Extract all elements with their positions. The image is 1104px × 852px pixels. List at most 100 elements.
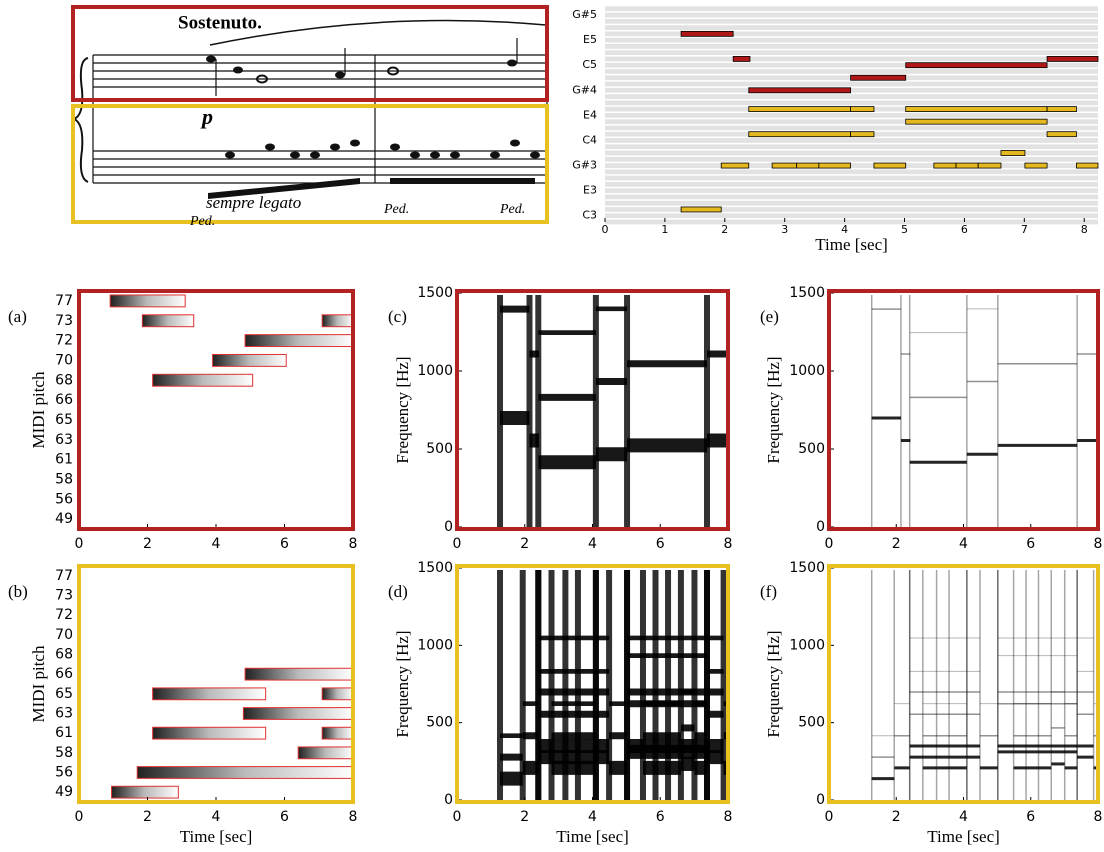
note bbox=[905, 106, 1048, 113]
y-tick-label: C3 bbox=[582, 209, 597, 222]
row-stripe bbox=[605, 69, 1098, 74]
y-tick-label: 65 bbox=[55, 686, 73, 702]
row-stripe bbox=[605, 194, 1098, 200]
y-axis-label: Frequency [Hz] bbox=[764, 356, 783, 463]
panel-label: (e) bbox=[760, 307, 779, 326]
expression-marking: sempre legato bbox=[206, 193, 301, 212]
y-tick-label: 70 bbox=[55, 352, 73, 368]
panel-label: (c) bbox=[388, 307, 407, 326]
note bbox=[873, 162, 907, 169]
row-stripe bbox=[605, 144, 1098, 150]
x-tick-label: 0 bbox=[825, 809, 834, 825]
note bbox=[977, 162, 1002, 169]
row-stripe bbox=[605, 188, 1098, 194]
row-stripe bbox=[605, 112, 1098, 118]
y-tick-label: E3 bbox=[583, 184, 597, 197]
panel-frame bbox=[827, 564, 1100, 804]
row-stripe bbox=[605, 100, 1098, 106]
note bbox=[771, 162, 798, 169]
x-tick-label: 6 bbox=[1026, 536, 1035, 552]
note bbox=[680, 206, 722, 213]
row-stripe bbox=[605, 213, 1098, 219]
panel-label: (f) bbox=[760, 582, 777, 601]
note bbox=[1024, 162, 1048, 169]
x-tick-label: 6 bbox=[961, 223, 968, 236]
activation-box bbox=[212, 353, 287, 367]
row-stripe bbox=[605, 12, 1098, 18]
row-stripe bbox=[605, 94, 1098, 99]
x-tick-label: 6 bbox=[656, 809, 665, 825]
x-tick-label: 8 bbox=[349, 536, 358, 552]
x-tick-label: 8 bbox=[1094, 809, 1103, 825]
activation-box bbox=[152, 726, 267, 740]
y-axis-label: MIDI pitch bbox=[29, 645, 48, 722]
row-stripe bbox=[605, 25, 1098, 30]
x-tick-label: 8 bbox=[724, 536, 733, 552]
x-tick-label: 4 bbox=[588, 536, 597, 552]
y-tick-label: 500 bbox=[798, 715, 825, 731]
x-tick-label: 2 bbox=[520, 809, 529, 825]
note bbox=[720, 162, 750, 169]
activation-box bbox=[321, 726, 354, 740]
y-tick-label: 0 bbox=[444, 519, 453, 535]
y-tick-label: 77 bbox=[55, 293, 73, 309]
y-tick-label: G#5 bbox=[572, 8, 597, 21]
note bbox=[818, 162, 852, 169]
panel-label: (b) bbox=[8, 582, 28, 601]
row-stripe bbox=[605, 181, 1098, 187]
y-tick-label: 1000 bbox=[417, 637, 453, 653]
row-stripe bbox=[605, 219, 1098, 225]
panel-label: (d) bbox=[388, 582, 408, 601]
y-tick-label: 73 bbox=[55, 588, 73, 604]
activation-box bbox=[321, 687, 354, 701]
row-stripe bbox=[605, 56, 1098, 62]
y-tick-label: 56 bbox=[55, 491, 73, 507]
panel-frame bbox=[77, 289, 355, 531]
x-axis-label: Time [sec] bbox=[927, 827, 1000, 846]
y-axis-label: MIDI pitch bbox=[29, 371, 48, 448]
y-tick-label: 1000 bbox=[789, 363, 825, 379]
x-tick-label: 2 bbox=[892, 536, 901, 552]
y-tick-label: 500 bbox=[426, 715, 453, 731]
x-tick-label: 2 bbox=[721, 223, 728, 236]
x-tick-label: 4 bbox=[588, 809, 597, 825]
row-stripe bbox=[605, 207, 1098, 212]
y-tick-label: 63 bbox=[55, 432, 73, 448]
x-tick-label: 4 bbox=[959, 809, 968, 825]
x-tick-label: 4 bbox=[212, 536, 221, 552]
y-tick-label: G#3 bbox=[572, 159, 597, 172]
x-tick-label: 5 bbox=[901, 223, 908, 236]
note bbox=[680, 30, 734, 37]
y-tick-label: 0 bbox=[816, 519, 825, 535]
y-tick-label: 66 bbox=[55, 666, 73, 682]
x-tick-label: 7 bbox=[1021, 223, 1028, 236]
note bbox=[1046, 106, 1077, 113]
row-stripe bbox=[605, 169, 1098, 175]
y-tick-label: E5 bbox=[583, 33, 597, 46]
row-stripe bbox=[605, 44, 1098, 49]
note bbox=[905, 118, 1048, 125]
activation-box bbox=[244, 334, 354, 348]
x-tick-label: 0 bbox=[453, 809, 462, 825]
y-axis-label: Frequency [Hz] bbox=[764, 630, 783, 737]
y-tick-label: 66 bbox=[55, 392, 73, 408]
y-tick-label: C4 bbox=[582, 133, 597, 146]
x-tick-label: 8 bbox=[349, 809, 358, 825]
row-stripe bbox=[605, 50, 1098, 56]
x-tick-label: 4 bbox=[959, 536, 968, 552]
pedal-marking: Ped. bbox=[383, 202, 409, 217]
x-axis-label: Time [sec] bbox=[180, 827, 253, 846]
y-tick-label: 49 bbox=[55, 784, 73, 800]
panel-frame bbox=[455, 289, 730, 531]
panel-frame bbox=[455, 564, 730, 804]
x-axis-label: Time [sec] bbox=[815, 235, 888, 254]
row-stripe bbox=[605, 150, 1098, 156]
activation-box bbox=[136, 766, 354, 779]
y-tick-label: 63 bbox=[55, 706, 73, 722]
activation-box bbox=[244, 667, 354, 681]
y-tick-label: 1500 bbox=[417, 560, 453, 576]
y-tick-label: E4 bbox=[583, 108, 597, 121]
note bbox=[1046, 56, 1099, 62]
y-tick-label: 68 bbox=[55, 647, 73, 663]
